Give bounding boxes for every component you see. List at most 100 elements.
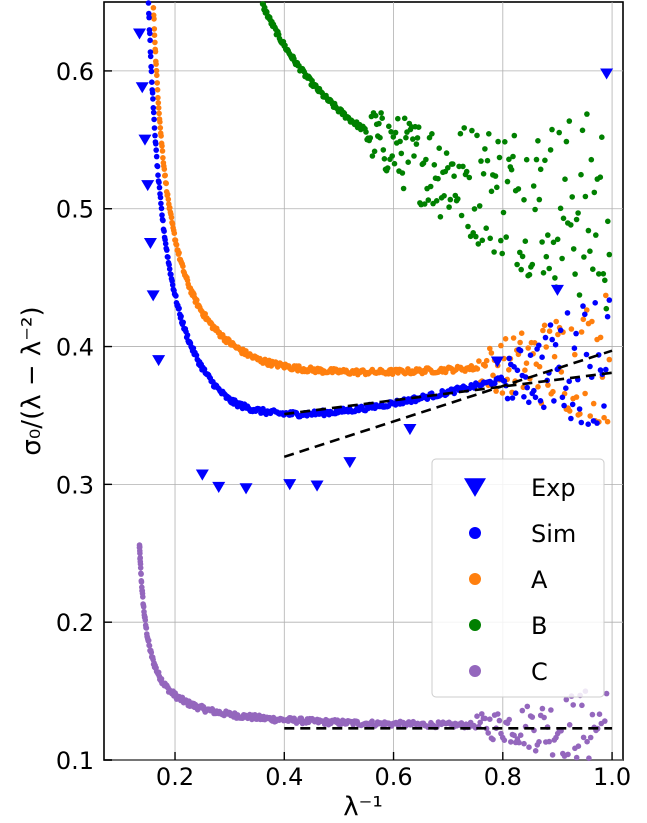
data-point	[580, 303, 586, 309]
data-point	[600, 271, 607, 277]
data-point	[378, 110, 384, 116]
data-point	[584, 111, 590, 117]
data-point	[485, 730, 492, 736]
data-point	[421, 201, 428, 207]
data-point	[494, 184, 500, 191]
data-point	[533, 156, 540, 163]
data-point	[473, 233, 479, 240]
data-point	[529, 714, 536, 720]
data-point	[155, 94, 161, 101]
data-point	[380, 147, 387, 153]
data-point	[547, 322, 554, 328]
data-point	[589, 318, 595, 325]
data-point	[540, 270, 547, 276]
data-point	[480, 171, 487, 177]
data-point	[545, 232, 551, 238]
data-point	[372, 112, 379, 119]
data-point	[463, 168, 470, 175]
data-point	[161, 228, 167, 234]
data-point	[496, 154, 503, 161]
data-point	[563, 696, 570, 703]
data-point	[441, 193, 447, 199]
data-point	[180, 319, 186, 326]
data-point	[159, 143, 165, 149]
data-point	[573, 394, 580, 400]
data-point	[576, 406, 583, 412]
data-point	[596, 271, 602, 277]
data-point	[532, 206, 538, 213]
data-point	[541, 322, 548, 329]
data-point	[478, 158, 484, 164]
data-point	[310, 480, 324, 492]
legend-label: C	[531, 658, 548, 686]
data-point	[490, 356, 504, 368]
data-point	[530, 183, 537, 189]
data-point	[146, 290, 160, 302]
data-point	[376, 120, 382, 127]
data-point	[554, 236, 561, 243]
data-point	[155, 105, 162, 111]
data-point	[165, 254, 171, 260]
data-point	[166, 266, 173, 272]
data-point	[239, 483, 253, 495]
data-point	[149, 79, 155, 85]
data-point	[148, 649, 155, 656]
data-point	[525, 345, 531, 351]
data-point	[516, 739, 522, 746]
data-point	[140, 594, 146, 600]
data-point	[536, 363, 543, 370]
data-point	[551, 353, 558, 360]
data-point	[546, 265, 552, 272]
data-point	[604, 418, 611, 425]
data-point	[143, 237, 157, 250]
data-point	[578, 329, 585, 335]
data-point	[153, 153, 160, 160]
data-point	[580, 734, 587, 741]
data-point	[604, 313, 611, 320]
data-point	[367, 135, 374, 141]
data-point	[152, 355, 166, 367]
data-point	[433, 198, 440, 204]
data-point	[563, 138, 570, 145]
x-tick-label: 0.4	[265, 763, 303, 791]
y-tick-label: 0.3	[56, 471, 94, 499]
data-point	[573, 754, 580, 761]
data-point	[135, 82, 149, 94]
data-point	[458, 212, 465, 219]
legend-box	[431, 458, 605, 698]
data-point	[190, 345, 197, 352]
data-point	[596, 711, 603, 717]
data-point	[521, 740, 527, 747]
data-point	[461, 125, 468, 131]
data-point	[486, 131, 492, 137]
data-point	[569, 401, 576, 408]
data-point	[531, 340, 538, 346]
data-point	[152, 132, 158, 139]
data-point	[597, 334, 604, 341]
data-point	[557, 205, 564, 212]
data-point	[162, 240, 169, 247]
data-point	[151, 125, 158, 131]
data-point	[474, 366, 481, 372]
data-point	[571, 345, 578, 352]
data-point	[153, 141, 159, 147]
data-point	[500, 209, 507, 216]
data-point	[474, 713, 480, 719]
data-point	[410, 136, 416, 142]
data-point	[539, 705, 546, 712]
data-point	[532, 748, 539, 754]
data-point	[524, 384, 530, 391]
data-point	[151, 16, 157, 22]
data-point	[524, 703, 531, 710]
data-point	[546, 328, 553, 335]
data-point	[158, 133, 164, 139]
data-point	[569, 194, 575, 200]
data-point	[283, 479, 297, 491]
data-point	[588, 156, 595, 163]
data-point	[160, 155, 166, 161]
data-point	[411, 153, 417, 159]
data-point	[498, 237, 504, 244]
data-point	[140, 604, 147, 610]
data-point	[573, 216, 580, 223]
data-point	[147, 49, 154, 55]
